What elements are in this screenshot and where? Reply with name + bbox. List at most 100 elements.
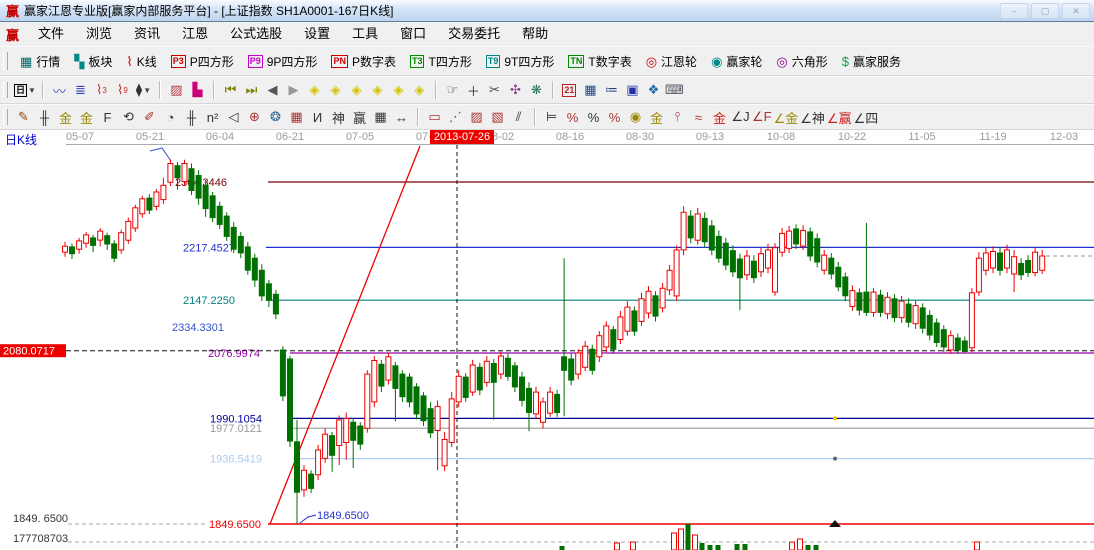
tool-diamond-nav-5-icon[interactable]: ◈ — [393, 82, 404, 97]
tool-kline-3-icon[interactable]: ⌇ 3 — [96, 82, 107, 97]
draw-angle-j-icon[interactable]: ∠J — [731, 109, 750, 124]
draw-ray-fan-icon[interactable]: ⋰ — [449, 109, 462, 124]
draw-gold-circle-icon[interactable]: ◉ — [629, 109, 642, 124]
minimize-button[interactable]: – — [1000, 2, 1028, 19]
draw-gann-box-icon[interactable]: ▦ — [290, 109, 303, 124]
draw-pen-icon[interactable]: ✎ — [18, 109, 29, 124]
draw-gann-grid-icon[interactable]: ╫ — [39, 109, 50, 125]
toolbar-button-winner-service[interactable]: $ 赢家服务 — [835, 51, 908, 72]
draw-range-arrows-icon[interactable]: ↔ — [395, 109, 408, 125]
toolbar-button-hexagon[interactable]: ◎ 六角形 — [769, 51, 834, 72]
draw-gold-ruler-1-icon[interactable]: 金 — [58, 110, 72, 126]
tool-save-icon[interactable]: ▣ — [626, 82, 639, 97]
toolbar-grip[interactable] — [3, 81, 8, 99]
draw-number-grid-icon[interactable]: ▦ — [374, 109, 387, 124]
draw-gold-red-icon[interactable]: 金 — [712, 110, 726, 126]
tool-hand-tool-icon[interactable]: ☞ — [446, 82, 459, 97]
tool-diamond-nav-6-icon[interactable]: ◈ — [414, 82, 425, 97]
draw-shen-tool-icon[interactable]: 神 — [331, 110, 345, 126]
toolbar-button-t-square[interactable]: T3 T四方形 — [403, 51, 479, 72]
draw-gold-lines-icon[interactable]: 金 — [649, 110, 663, 126]
draw-scale-list-icon[interactable]: ⊨ — [545, 109, 558, 124]
draw-rect-box-icon[interactable]: ▭ — [428, 109, 441, 124]
menu-item-5[interactable]: 设置 — [304, 26, 331, 41]
toolbar-button-kline[interactable]: ⌇ K线 — [119, 51, 163, 72]
draw-angle-f-icon[interactable]: ∠F — [752, 109, 772, 124]
tool-flower-tool-icon[interactable]: ❋ — [530, 82, 542, 97]
tool-diamond-nav-4-icon[interactable]: ◈ — [372, 82, 383, 97]
menu-item-4[interactable]: 公式选股 — [230, 26, 283, 41]
tool-calendar-icon[interactable]: 21 — [562, 83, 577, 97]
draw-price-lines-icon[interactable]: ╫ — [186, 109, 197, 125]
tool-gann-util-icon[interactable]: ✣ — [509, 82, 521, 97]
tool-last-page-icon[interactable]: ⏭ — [245, 82, 258, 97]
draw-angle-win-icon[interactable]: ∠赢 — [826, 110, 852, 126]
toolbar-button-quotes[interactable]: ▦ 行情 — [13, 51, 67, 72]
tool-network-icon[interactable]: ❖ — [647, 82, 660, 97]
menu-item-3[interactable]: 江恩 — [182, 26, 209, 41]
draw-marker-pen-icon[interactable]: ✐ — [144, 109, 155, 124]
toolbar-button-9t-square[interactable]: T9 9T四方形 — [479, 51, 562, 72]
tool-remote-pc-icon[interactable]: ⌨ — [665, 82, 684, 97]
draw-parallel-lines-icon[interactable]: ⫽ — [515, 109, 522, 124]
svg-text:1936.5419: 1936.5419 — [210, 454, 262, 466]
tool-prev-page-icon[interactable]: ◀ — [267, 82, 278, 97]
menu-item-8[interactable]: 交易委托 — [448, 26, 501, 41]
toolbar-grip[interactable] — [3, 109, 8, 125]
toolbar-button-winner-wheel[interactable]: ◉ 赢家轮 — [704, 51, 769, 72]
toolbar-button-p-square[interactable]: P3 P四方形 — [164, 51, 241, 72]
draw-gann-target-icon[interactable]: ⊕ — [249, 109, 260, 124]
tool-diamond-nav-2-icon[interactable]: ◈ — [330, 82, 341, 97]
draw-gann-web-icon[interactable]: ❂ — [270, 109, 281, 124]
draw-grid-box-icon[interactable]: ▨ — [470, 109, 483, 124]
tool-kline-9-icon[interactable]: ⌇ 9 — [117, 82, 128, 97]
menu-item-6[interactable]: 工具 — [352, 26, 379, 41]
tool-diamond-nav-1-icon[interactable]: ◈ — [309, 82, 320, 97]
draw-angle-si-icon[interactable]: ∠四 — [853, 110, 879, 126]
draw-percent-icon[interactable]: % — [587, 109, 600, 125]
draw-gold-ruler-2-icon[interactable]: 金 — [79, 110, 93, 126]
toolbar-button-p-number-table[interactable]: PN P数字表 — [324, 51, 403, 72]
draw-price-pen-icon[interactable]: ⫯ — [674, 109, 681, 124]
draw-f-gann-icon[interactable]: F — [103, 109, 112, 125]
draw-percent-line-icon[interactable]: % — [566, 109, 579, 125]
tool-measure-tool-icon[interactable]: ✂ — [488, 82, 500, 97]
draw-flag-icon[interactable]: ◁ — [228, 109, 239, 124]
draw-time-cycle-icon[interactable]: ◔ — [166, 109, 175, 125]
tool-period-day-dropdown-icon[interactable]: 日 ▼ — [14, 83, 36, 97]
tool-histogram-tool-icon[interactable]: ▙ — [192, 82, 203, 97]
toolbar-button-t-number-table[interactable]: TN T数字表 — [561, 51, 638, 72]
draw-win-tool-icon[interactable]: 赢 — [352, 110, 366, 126]
draw-n-square-icon[interactable]: n² — [206, 109, 219, 125]
draw-angle-gold-icon[interactable]: ∠金 — [773, 110, 799, 126]
draw-angle-shen-icon[interactable]: ∠神 — [800, 110, 825, 126]
menu-item-7[interactable]: 窗口 — [400, 26, 427, 41]
toolbar-button-sectors[interactable]: ▚ 板块 — [67, 51, 119, 72]
draw-n-wave-icon[interactable]: И — [312, 109, 323, 125]
toolbar-button-gann-wheel[interactable]: ◎ 江恩轮 — [639, 51, 704, 72]
tool-notes-icon[interactable]: ≣ — [74, 82, 86, 97]
menu-item-0[interactable]: 文件 — [38, 26, 65, 41]
tool-next-page-icon[interactable]: ▶ — [288, 82, 299, 97]
tool-wave-tool-icon[interactable]: 〰 — [52, 83, 66, 99]
menu-item-9[interactable]: 帮助 — [522, 26, 549, 41]
tool-crosshair-tool-icon[interactable]: ＋ — [466, 83, 480, 99]
tool-diamond-nav-3-icon[interactable]: ◈ — [351, 82, 362, 97]
menu-item-2[interactable]: 资讯 — [134, 26, 161, 41]
tool-calculator-icon[interactable]: ▦ — [584, 82, 597, 97]
draw-ray-box-icon[interactable]: ▧ — [491, 109, 504, 124]
tool-first-page-icon[interactable]: ⏮ — [224, 82, 237, 97]
tool-candle-style-dropdown-icon[interactable]: ⧫ ▼ — [135, 82, 152, 97]
toolbar-grip[interactable] — [3, 51, 8, 71]
draw-percent-minus-icon[interactable]: % — [608, 109, 621, 125]
draw-spiral-icon[interactable]: ⟲ — [123, 109, 134, 124]
close-button[interactable]: ✕ — [1062, 2, 1090, 19]
tool-pattern-tool-icon[interactable]: ▨ — [170, 82, 183, 97]
toolbar-button-9p-square[interactable]: P9 9P四方形 — [241, 51, 325, 72]
maximize-button[interactable]: ▢ — [1031, 2, 1059, 19]
menu-item-1[interactable]: 浏览 — [86, 26, 113, 41]
tool-report-icon[interactable]: ≔ — [604, 82, 618, 97]
quotes-icon: ▦ — [20, 53, 33, 69]
draw-wave-overlay-icon[interactable]: ≈ — [694, 109, 703, 125]
